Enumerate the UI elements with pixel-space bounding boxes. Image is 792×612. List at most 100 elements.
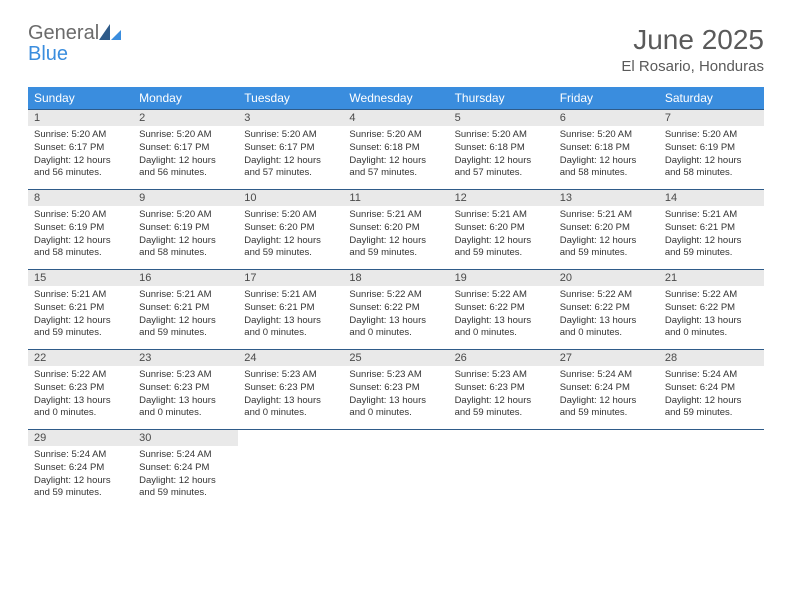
day-number: 26 [449,350,554,366]
sunset-line: Sunset: 6:22 PM [560,302,653,315]
calendar-day-cell: 22Sunrise: 5:22 AMSunset: 6:23 PMDayligh… [28,350,133,430]
sunset-line: Sunset: 6:19 PM [139,222,232,235]
daylight-line: Daylight: 12 hours and 56 minutes. [34,155,127,181]
day-number: 22 [28,350,133,366]
calendar-day-cell: 16Sunrise: 5:21 AMSunset: 6:21 PMDayligh… [133,270,238,350]
sunrise-line: Sunrise: 5:20 AM [244,209,337,222]
calendar-day-cell: 14Sunrise: 5:21 AMSunset: 6:21 PMDayligh… [659,190,764,270]
day-details: Sunrise: 5:21 AMSunset: 6:21 PMDaylight:… [133,286,238,345]
daylight-line: Daylight: 12 hours and 59 minutes. [349,235,442,261]
calendar-body: 1Sunrise: 5:20 AMSunset: 6:17 PMDaylight… [28,110,764,510]
calendar-day-cell: 29Sunrise: 5:24 AMSunset: 6:24 PMDayligh… [28,430,133,510]
sunset-line: Sunset: 6:21 PM [665,222,758,235]
daylight-line: Daylight: 13 hours and 0 minutes. [139,395,232,421]
day-number: 12 [449,190,554,206]
calendar-week-row: 8Sunrise: 5:20 AMSunset: 6:19 PMDaylight… [28,190,764,270]
sunrise-line: Sunrise: 5:24 AM [665,369,758,382]
day-number: 18 [343,270,448,286]
daylight-line: Daylight: 12 hours and 58 minutes. [34,235,127,261]
calendar-day-cell: 3Sunrise: 5:20 AMSunset: 6:17 PMDaylight… [238,110,343,190]
day-number: 14 [659,190,764,206]
sunset-line: Sunset: 6:17 PM [244,142,337,155]
sunrise-line: Sunrise: 5:20 AM [665,129,758,142]
day-details: Sunrise: 5:24 AMSunset: 6:24 PMDaylight:… [28,446,133,505]
day-number: 4 [343,110,448,126]
sunset-line: Sunset: 6:24 PM [665,382,758,395]
sunset-line: Sunset: 6:20 PM [560,222,653,235]
sunrise-line: Sunrise: 5:24 AM [34,449,127,462]
daylight-line: Daylight: 13 hours and 0 minutes. [244,315,337,341]
sunrise-line: Sunrise: 5:22 AM [455,289,548,302]
day-details: Sunrise: 5:21 AMSunset: 6:20 PMDaylight:… [449,206,554,265]
title-block: June 2025 El Rosario, Honduras [621,24,764,75]
daylight-line: Daylight: 12 hours and 59 minutes. [139,475,232,501]
calendar-day-cell: 9Sunrise: 5:20 AMSunset: 6:19 PMDaylight… [133,190,238,270]
sunset-line: Sunset: 6:23 PM [455,382,548,395]
daylight-line: Daylight: 12 hours and 56 minutes. [139,155,232,181]
sunrise-line: Sunrise: 5:20 AM [34,129,127,142]
sunset-line: Sunset: 6:23 PM [349,382,442,395]
day-details: Sunrise: 5:22 AMSunset: 6:22 PMDaylight:… [554,286,659,345]
sunset-line: Sunset: 6:20 PM [455,222,548,235]
day-number: 27 [554,350,659,366]
sunset-line: Sunset: 6:23 PM [34,382,127,395]
sunrise-line: Sunrise: 5:23 AM [349,369,442,382]
day-number: 2 [133,110,238,126]
day-number: 5 [449,110,554,126]
day-number: 1 [28,110,133,126]
daylight-line: Daylight: 13 hours and 0 minutes. [244,395,337,421]
day-number: 20 [554,270,659,286]
sunrise-line: Sunrise: 5:21 AM [560,209,653,222]
daylight-line: Daylight: 12 hours and 58 minutes. [139,235,232,261]
sunset-line: Sunset: 6:22 PM [455,302,548,315]
calendar-week-row: 1Sunrise: 5:20 AMSunset: 6:17 PMDaylight… [28,110,764,190]
calendar-day-cell: 2Sunrise: 5:20 AMSunset: 6:17 PMDaylight… [133,110,238,190]
day-details: Sunrise: 5:20 AMSunset: 6:19 PMDaylight:… [659,126,764,185]
sunrise-line: Sunrise: 5:23 AM [139,369,232,382]
daylight-line: Daylight: 12 hours and 59 minutes. [665,235,758,261]
weekday-header-row: SundayMondayTuesdayWednesdayThursdayFrid… [28,87,764,110]
weekday-header: Saturday [659,87,764,110]
calendar-day-cell: 8Sunrise: 5:20 AMSunset: 6:19 PMDaylight… [28,190,133,270]
sunset-line: Sunset: 6:21 PM [34,302,127,315]
sunrise-line: Sunrise: 5:22 AM [34,369,127,382]
daylight-line: Daylight: 13 hours and 0 minutes. [560,315,653,341]
sunset-line: Sunset: 6:21 PM [244,302,337,315]
sunrise-line: Sunrise: 5:21 AM [349,209,442,222]
sunset-line: Sunset: 6:24 PM [34,462,127,475]
calendar-empty-cell [449,430,554,510]
day-details: Sunrise: 5:20 AMSunset: 6:17 PMDaylight:… [28,126,133,185]
calendar-day-cell: 26Sunrise: 5:23 AMSunset: 6:23 PMDayligh… [449,350,554,430]
daylight-line: Daylight: 13 hours and 0 minutes. [665,315,758,341]
day-details: Sunrise: 5:23 AMSunset: 6:23 PMDaylight:… [343,366,448,425]
day-number: 23 [133,350,238,366]
sunset-line: Sunset: 6:18 PM [560,142,653,155]
calendar-empty-cell [238,430,343,510]
calendar-day-cell: 19Sunrise: 5:22 AMSunset: 6:22 PMDayligh… [449,270,554,350]
calendar-day-cell: 15Sunrise: 5:21 AMSunset: 6:21 PMDayligh… [28,270,133,350]
weekday-header: Wednesday [343,87,448,110]
day-details: Sunrise: 5:24 AMSunset: 6:24 PMDaylight:… [659,366,764,425]
calendar-day-cell: 12Sunrise: 5:21 AMSunset: 6:20 PMDayligh… [449,190,554,270]
sunset-line: Sunset: 6:17 PM [34,142,127,155]
daylight-line: Daylight: 12 hours and 59 minutes. [560,235,653,261]
daylight-line: Daylight: 12 hours and 57 minutes. [244,155,337,181]
sunset-line: Sunset: 6:18 PM [455,142,548,155]
sunrise-line: Sunrise: 5:20 AM [560,129,653,142]
sunrise-line: Sunrise: 5:24 AM [560,369,653,382]
day-number: 8 [28,190,133,206]
day-details: Sunrise: 5:20 AMSunset: 6:19 PMDaylight:… [28,206,133,265]
sunrise-line: Sunrise: 5:22 AM [665,289,758,302]
calendar-week-row: 15Sunrise: 5:21 AMSunset: 6:21 PMDayligh… [28,270,764,350]
day-number: 6 [554,110,659,126]
day-number: 29 [28,430,133,446]
calendar-day-cell: 23Sunrise: 5:23 AMSunset: 6:23 PMDayligh… [133,350,238,430]
calendar-day-cell: 10Sunrise: 5:20 AMSunset: 6:20 PMDayligh… [238,190,343,270]
day-details: Sunrise: 5:22 AMSunset: 6:22 PMDaylight:… [659,286,764,345]
day-number: 17 [238,270,343,286]
daylight-line: Daylight: 12 hours and 58 minutes. [665,155,758,181]
sunrise-line: Sunrise: 5:23 AM [455,369,548,382]
day-details: Sunrise: 5:24 AMSunset: 6:24 PMDaylight:… [133,446,238,505]
month-title: June 2025 [621,24,764,56]
day-number: 10 [238,190,343,206]
